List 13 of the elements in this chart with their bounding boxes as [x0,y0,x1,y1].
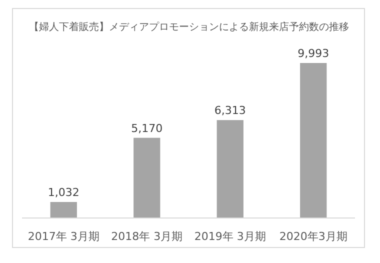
data-label: 1,032 [48,186,80,199]
data-label: 5,170 [131,122,163,135]
x-tick-label: 2019年 3月期 [194,230,266,243]
bar [216,120,244,218]
bar [300,63,327,218]
x-tick-label: 2017年 3月期 [28,230,100,243]
bar [134,138,160,218]
data-label: 6,313 [214,104,246,118]
bar [50,202,77,218]
data-label: 9,993 [298,47,330,60]
chart-title: 【婦人下着販売】メディアプロモーションによる新規来店予約数の推移 [29,21,349,33]
x-tick-label: 2020年3月期 [279,230,348,243]
x-tick-label: 2018年 3月期 [111,230,183,243]
